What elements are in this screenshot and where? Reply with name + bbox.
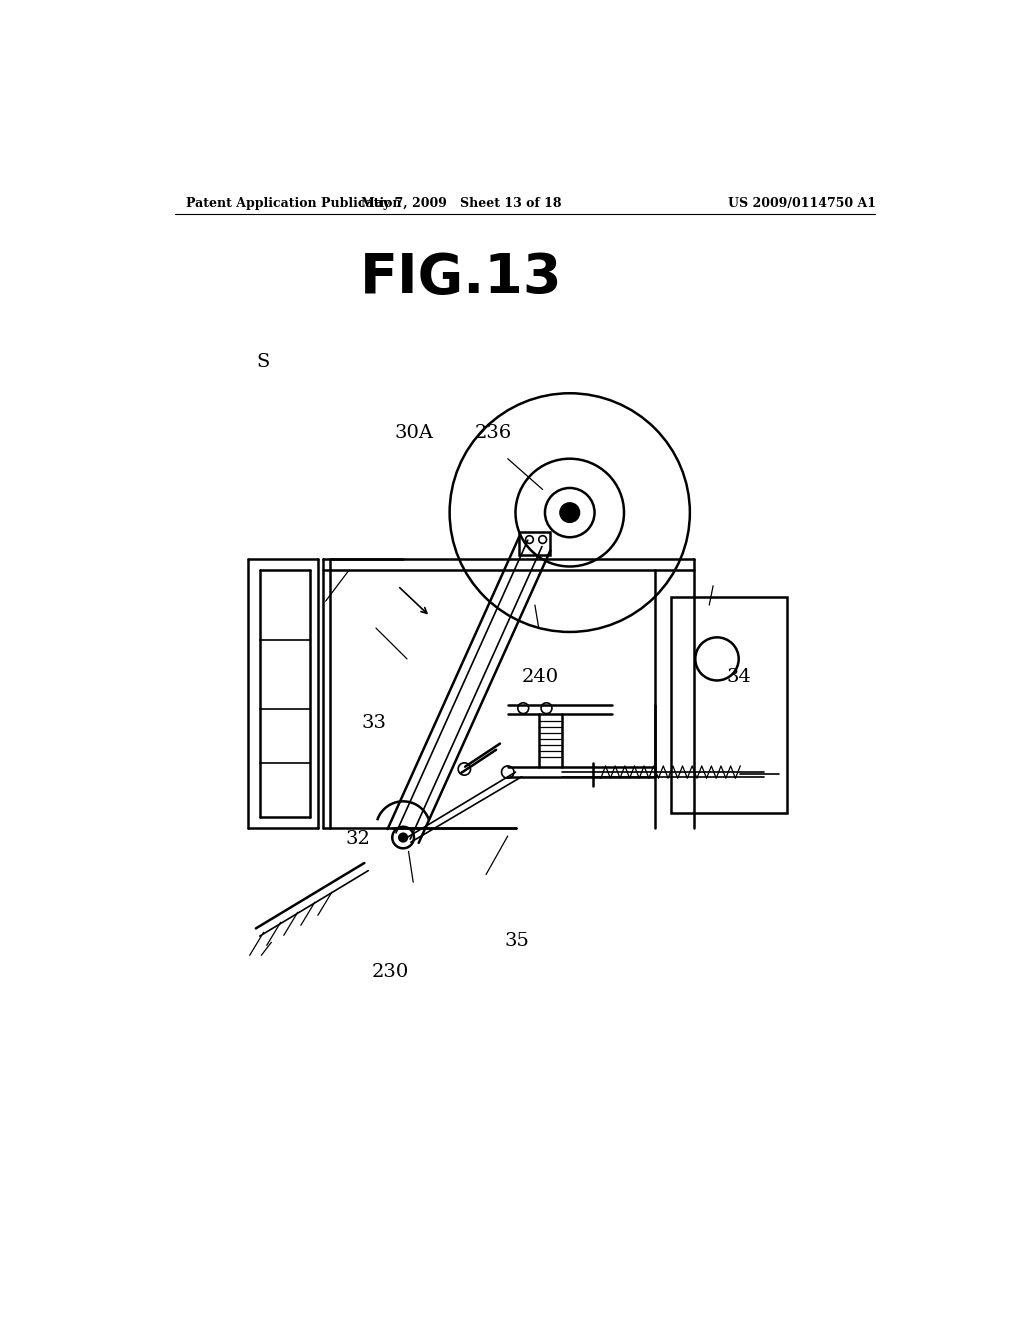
Bar xyxy=(519,532,550,554)
Text: 230: 230 xyxy=(372,962,409,981)
Text: S: S xyxy=(256,352,269,371)
Bar xyxy=(671,597,786,813)
Text: FIG.13: FIG.13 xyxy=(360,251,562,305)
Circle shape xyxy=(560,503,579,521)
Text: May 7, 2009   Sheet 13 of 18: May 7, 2009 Sheet 13 of 18 xyxy=(361,197,561,210)
Circle shape xyxy=(399,834,407,841)
Text: 34: 34 xyxy=(727,668,752,686)
Text: Patent Application Publication: Patent Application Publication xyxy=(186,197,401,210)
Text: 240: 240 xyxy=(522,668,559,686)
Text: 32: 32 xyxy=(346,830,371,849)
Text: 236: 236 xyxy=(474,424,512,442)
Text: 30A: 30A xyxy=(394,424,433,442)
Text: 33: 33 xyxy=(361,714,386,731)
Text: US 2009/0114750 A1: US 2009/0114750 A1 xyxy=(728,197,877,210)
Text: 35: 35 xyxy=(505,932,529,950)
